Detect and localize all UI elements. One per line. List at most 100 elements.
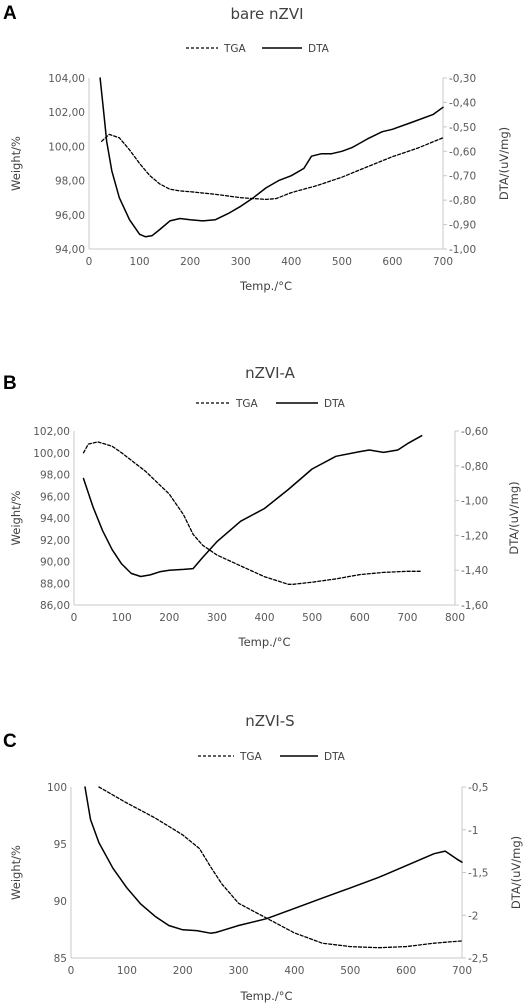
x-tick-label: 400 (254, 612, 274, 624)
x-tick-label: 0 (86, 256, 93, 268)
y2-tick-label: -0,60 (449, 146, 476, 158)
legend-label-tga: TGA (223, 43, 247, 55)
y2-tick-label: -1,5 (468, 868, 489, 880)
legend-label-tga: TGA (239, 751, 263, 763)
y2-tick-label: -1,20 (461, 530, 488, 542)
y-tick-label: 104,00 (48, 73, 85, 85)
y2-tick-label: -1,00 (449, 244, 476, 256)
y-tick-label: 102,00 (33, 426, 70, 438)
x-tick-label: 200 (173, 965, 193, 977)
y-axis-label: Weight/% (9, 136, 23, 191)
panel-b: B nZVI-A TGA DTA 0 100 200 300 400 500 600 700 8… (3, 364, 521, 649)
x-tick-label: 200 (159, 612, 179, 624)
series-line-tga (98, 786, 463, 949)
y-axis-label: Weight/% (9, 845, 23, 900)
series-line-tga (100, 133, 444, 201)
y2-tick-label: -0,70 (449, 171, 476, 183)
y-tick-label: 98,00 (40, 470, 70, 482)
x-tick-label: 700 (433, 256, 453, 268)
panel-c: C nZVI-S TGA DTA 0 100 200 300 400 500 600 700 8… (3, 712, 523, 1003)
x-tick-label: 0 (68, 965, 75, 977)
x-tick-label: 700 (452, 965, 472, 977)
panel-label: A (3, 3, 17, 24)
legend: TGA DTA (186, 43, 330, 55)
y2-tick-label: -2 (468, 910, 478, 922)
legend-label-dta: DTA (324, 398, 346, 410)
x-tick-label: 800 (445, 612, 465, 624)
panel-a: A bare nZVI TGA DTA 0 100 200 300 400 500 600 7… (3, 3, 511, 293)
chart-title: nZVI-S (245, 712, 294, 730)
x-tick-label: 600 (350, 612, 370, 624)
x-tick-label: 100 (112, 612, 132, 624)
plot-area: 0 100 200 300 400 500 600 700 85 90 95 100 -2,5 -2 -1,… (9, 782, 523, 1003)
y-tick-label: 92,00 (40, 535, 70, 547)
x-tick-label: 100 (117, 965, 137, 977)
plot-area: 0 100 200 300 400 500 600 700 94,00 96,00 98,00 100… (9, 73, 511, 293)
x-tick-label: 500 (332, 256, 352, 268)
x-tick-label: 600 (382, 256, 402, 268)
panel-label: B (3, 373, 17, 394)
y-tick-label: 94,00 (40, 513, 70, 525)
y2-tick-label: -1 (468, 825, 478, 837)
y-tick-label: 94,00 (55, 244, 85, 256)
x-tick-label: 300 (231, 256, 251, 268)
y-tick-label: 86,00 (40, 600, 70, 612)
y2-tick-label: -2,5 (468, 953, 489, 965)
x-tick-label: 600 (396, 965, 416, 977)
y-tick-label: 88,00 (40, 578, 70, 590)
legend-label-dta: DTA (308, 43, 330, 55)
y2-tick-label: -0,80 (449, 195, 476, 207)
legend: TGA DTA (198, 751, 346, 763)
x-axis-label: Temp./°C (238, 635, 291, 649)
legend-label-tga: TGA (235, 398, 259, 410)
y2-tick-label: -0,90 (449, 220, 476, 232)
y2-tick-label: -0,40 (449, 97, 476, 109)
y-tick-label: 102,00 (48, 107, 85, 119)
legend: TGA DTA (196, 398, 346, 410)
y2-tick-label: -1,40 (461, 565, 488, 577)
y-tick-label: 100,00 (33, 448, 70, 460)
series-line-dta (84, 786, 463, 934)
y-axis-label: Weight/% (9, 490, 23, 545)
y-tick-label: 96,00 (55, 210, 85, 222)
series-line-tga (82, 441, 423, 585)
x-axis-label: Temp./°C (239, 279, 292, 293)
y-tick-label: 90 (54, 896, 67, 908)
y2-tick-label: -0,50 (449, 122, 476, 134)
x-tick-label: 700 (397, 612, 417, 624)
x-tick-label: 400 (284, 965, 304, 977)
y-tick-label: 100,00 (48, 141, 85, 153)
y2-tick-label: -0,30 (449, 73, 476, 85)
y2-axis-label: DTA/(uV/mg) (497, 127, 511, 200)
x-tick-label: 0 (71, 612, 78, 624)
y-tick-label: 85 (54, 953, 67, 965)
panel-label: C (3, 731, 17, 752)
y2-axis-label: DTA/(uV/mg) (507, 481, 521, 554)
x-tick-label: 500 (340, 965, 360, 977)
x-tick-label: 300 (207, 612, 227, 624)
chart-title: nZVI-A (245, 364, 296, 382)
y2-tick-label: -1,00 (461, 496, 488, 508)
y2-tick-label: -0,80 (461, 461, 488, 473)
y2-tick-label: -0,60 (461, 426, 488, 438)
y-tick-label: 96,00 (40, 491, 70, 503)
y-tick-label: 95 (54, 839, 67, 851)
x-tick-label: 200 (180, 256, 200, 268)
legend-label-dta: DTA (324, 751, 346, 763)
x-tick-label: 500 (302, 612, 322, 624)
y-tick-label: 100 (47, 782, 67, 794)
x-axis-label: Temp./°C (240, 989, 293, 1003)
x-tick-label: 100 (130, 256, 150, 268)
y-tick-label: 98,00 (55, 176, 85, 188)
x-tick-label: 400 (281, 256, 301, 268)
y2-axis-label: DTA/(uV/mg) (509, 836, 523, 909)
series-line-dta (82, 434, 423, 578)
plot-area: 0 100 200 300 400 500 600 700 800 86,00 88,00 90,00… (9, 426, 521, 649)
x-tick-label: 300 (229, 965, 249, 977)
y-tick-label: 90,00 (40, 557, 70, 569)
series-line-dta (99, 77, 444, 238)
y2-tick-label: -1,60 (461, 600, 488, 612)
y2-tick-label: -0,5 (468, 782, 489, 794)
chart-title: bare nZVI (230, 5, 303, 23)
